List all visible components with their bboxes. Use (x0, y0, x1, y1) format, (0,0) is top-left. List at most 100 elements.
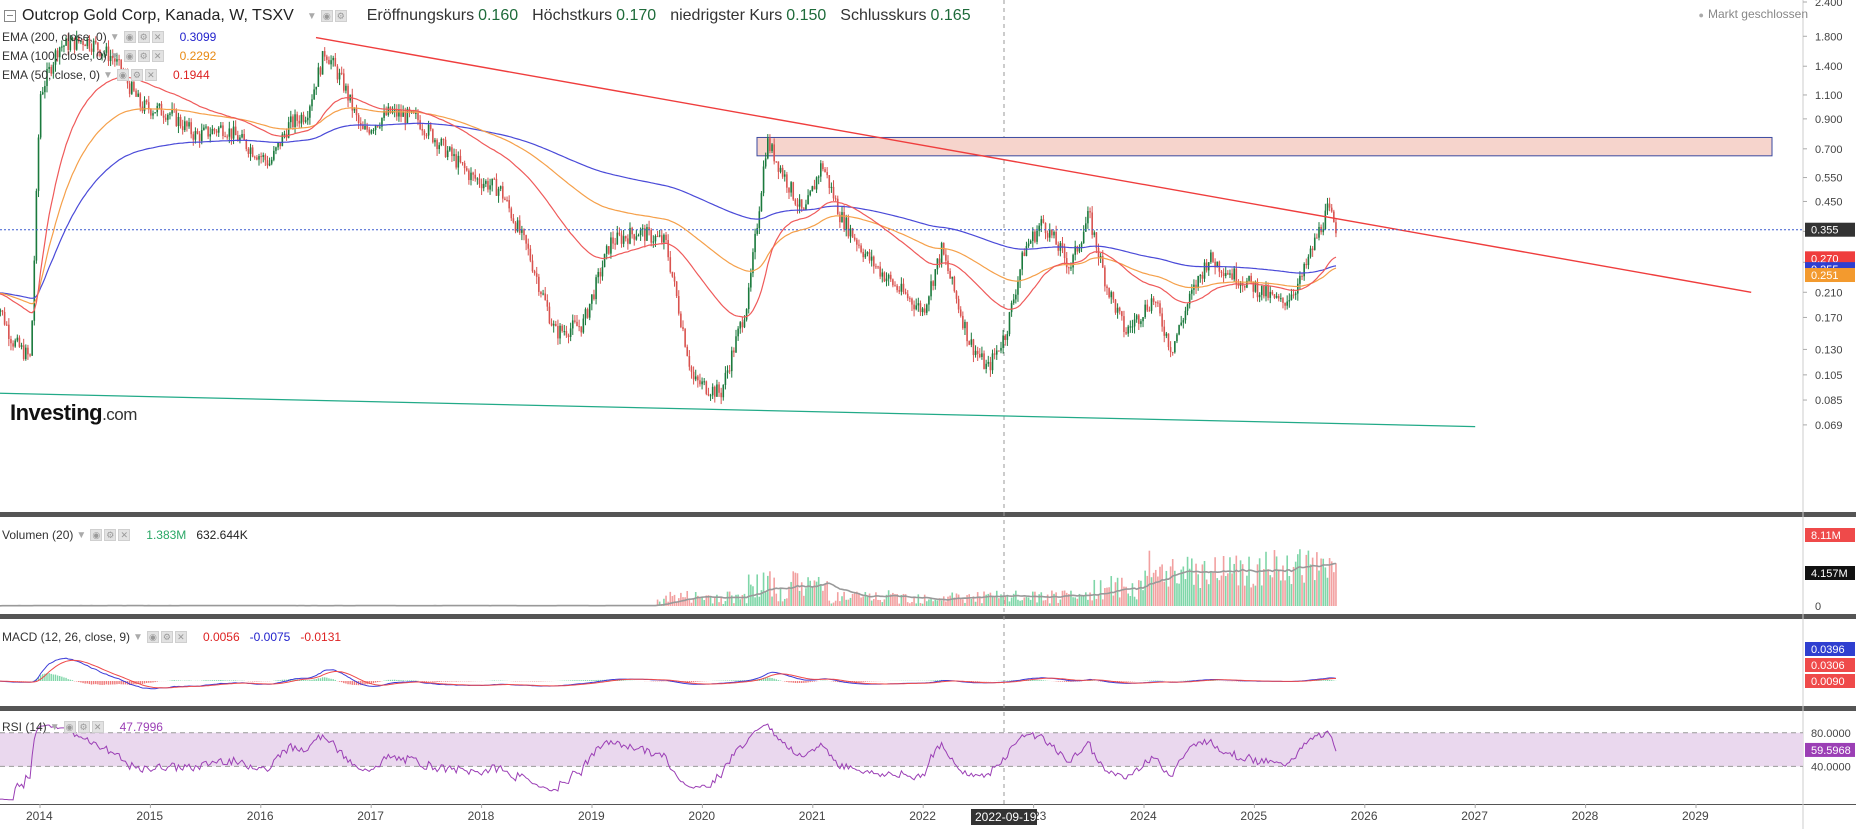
ema200-legend[interactable]: EMA (200, close, 0) ▼ ◉ ⚙ ✕ 0.3099 (2, 30, 216, 44)
visibility-icon[interactable]: ◉ (320, 10, 333, 22)
macd-histogram-bar (741, 680, 744, 681)
visibility-icon[interactable]: ◉ (123, 31, 136, 43)
close-icon[interactable]: ✕ (144, 69, 157, 81)
close-icon[interactable]: ✕ (151, 31, 164, 43)
macd-histogram-bar (313, 679, 315, 681)
macd-histogram-bar (141, 681, 144, 685)
volume-bar (1216, 578, 1219, 606)
candle-body (1267, 286, 1269, 298)
visibility-icon[interactable]: ◉ (146, 631, 159, 643)
candle-body (468, 170, 470, 181)
gear-icon[interactable]: ⚙ (130, 69, 143, 81)
volume-bar (866, 596, 869, 606)
macd-histogram-bar (675, 681, 678, 683)
candle-body (1277, 296, 1280, 299)
macd-histogram-bar (326, 677, 328, 681)
candle-body (362, 125, 364, 130)
visibility-icon[interactable]: ◉ (116, 69, 129, 81)
ema50-legend[interactable]: EMA (50, close, 0) ▼ ◉ ⚙ ✕ 0.1944 (2, 68, 210, 82)
macd-histogram-bar (728, 680, 731, 681)
collapse-icon[interactable] (4, 10, 16, 22)
candle-body (1135, 315, 1138, 320)
gear-icon[interactable]: ⚙ (104, 529, 117, 541)
ema100-legend[interactable]: EMA (100, close, 0) ▼ ◉ ⚙ ✕ 0.2292 (2, 49, 216, 63)
gear-icon[interactable]: ⚙ (160, 631, 173, 643)
macd-histogram-bar (364, 681, 366, 685)
close-icon[interactable]: ✕ (174, 631, 187, 643)
macd-axis-label-bg (1805, 642, 1855, 656)
chevron-down-icon[interactable]: ▼ (49, 721, 60, 733)
low-value: 0.150 (786, 7, 827, 24)
panel-separator[interactable] (0, 512, 1856, 517)
chevron-down-icon[interactable]: ▼ (76, 529, 87, 541)
volume-bar (898, 603, 901, 606)
candle-body (1055, 231, 1057, 245)
candle-body (656, 236, 659, 238)
macd-legend[interactable]: MACD (12, 26, close, 9) ▼ ◉ ⚙ ✕ 0.0056 -0.… (2, 630, 341, 644)
macd-panel[interactable] (0, 657, 1337, 690)
volume-bar (892, 592, 894, 606)
volume-panel[interactable] (0, 549, 1337, 607)
ema200-line (0, 122, 1337, 299)
candle-body (1171, 352, 1174, 354)
visibility-icon[interactable]: ◉ (123, 50, 136, 62)
rsi-legend[interactable]: RSI (14) ▼ ◉ ⚙ ✕ 47.7996 (2, 720, 163, 734)
candle-body (103, 52, 106, 54)
resistance-zone[interactable] (756, 136, 1773, 157)
macd-axis-label: 0.0090 (1811, 676, 1845, 688)
volume-bar (1048, 603, 1051, 606)
rsi-panel[interactable] (0, 723, 1803, 801)
candle-body (601, 267, 604, 277)
candle-body (535, 273, 538, 277)
support-line[interactable] (0, 392, 1476, 428)
candle-body (603, 253, 606, 268)
candle-body (273, 150, 275, 160)
gear-icon[interactable]: ⚙ (137, 31, 150, 43)
close-icon[interactable]: ✕ (151, 50, 164, 62)
close-icon[interactable]: ✕ (91, 721, 104, 733)
close-value: 0.165 (930, 7, 971, 24)
candle-body (1318, 226, 1320, 238)
candle-body (1203, 262, 1206, 279)
volume-legend[interactable]: Volumen (20) ▼ ◉ ⚙ ✕ 1.383M 632.644K (2, 528, 248, 542)
macd-histogram-bar (188, 680, 190, 681)
volume-bar (1191, 558, 1193, 606)
volume-bar (860, 597, 862, 606)
macd-histogram-bar (805, 681, 807, 683)
visibility-icon[interactable]: ◉ (90, 529, 103, 541)
chevron-down-icon[interactable]: ▼ (306, 10, 317, 22)
volume-bar (733, 603, 735, 606)
chevron-down-icon[interactable]: ▼ (109, 31, 120, 43)
volume-bar (1313, 580, 1316, 606)
macd-histogram-bar (601, 679, 604, 681)
chevron-down-icon[interactable]: ▼ (103, 69, 113, 81)
chevron-down-icon[interactable]: ▼ (109, 50, 120, 62)
downtrend-line[interactable] (315, 36, 1752, 293)
macd-histogram-bar (309, 680, 311, 681)
ema100-label: EMA (100, close, 0) (2, 49, 107, 63)
volume-bar (1282, 565, 1284, 606)
gear-icon[interactable]: ⚙ (137, 50, 150, 62)
volume-bar (1078, 593, 1081, 606)
gear-icon[interactable]: ⚙ (77, 721, 90, 733)
candle-body (449, 147, 451, 151)
macd-histogram-bar (317, 678, 320, 681)
candle-body (703, 381, 705, 383)
price-panel[interactable] (0, 30, 1803, 428)
visibility-icon[interactable]: ◉ (63, 721, 76, 733)
volume-bar (730, 595, 733, 606)
macd-histogram-bar (1125, 681, 1127, 682)
close-icon[interactable]: ✕ (118, 529, 131, 541)
panel-separator[interactable] (0, 706, 1856, 711)
candle-body (332, 57, 334, 61)
gear-icon[interactable]: ⚙ (334, 10, 347, 22)
candle-body (194, 131, 197, 140)
macd-histogram-bar (59, 675, 61, 681)
candle-body (1063, 247, 1066, 259)
volume-bar (1254, 585, 1257, 606)
panel-separator[interactable] (0, 614, 1856, 619)
market-status: Markt geschlossen (1699, 7, 1808, 21)
chevron-down-icon[interactable]: ▼ (133, 631, 143, 643)
candle-body (561, 325, 563, 332)
